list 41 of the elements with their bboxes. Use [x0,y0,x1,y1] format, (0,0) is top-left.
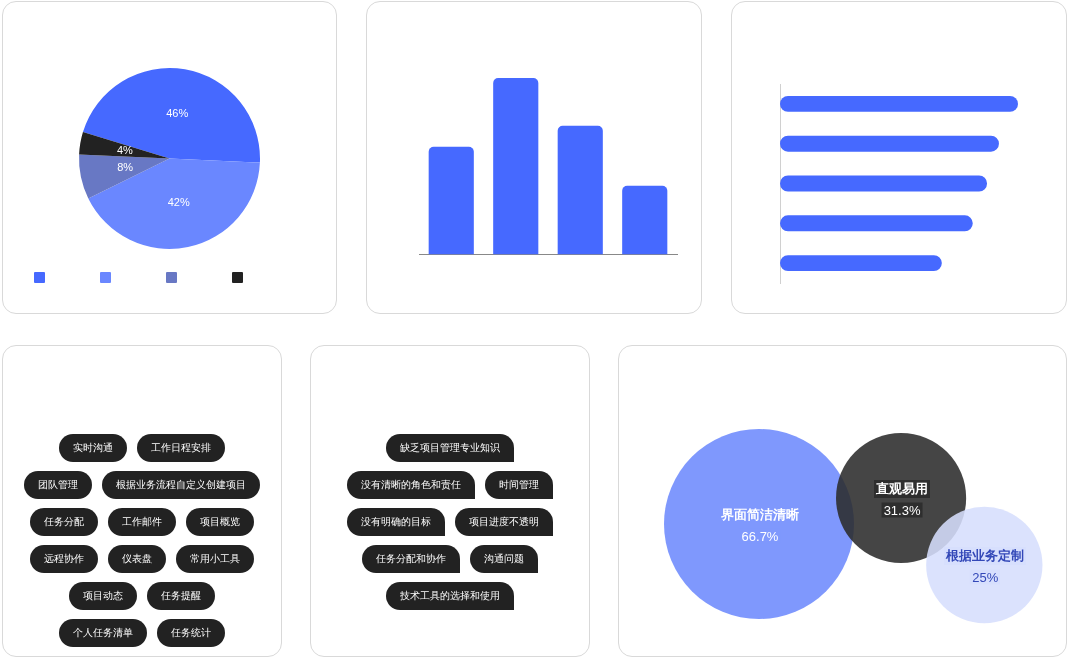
text: 个人任务清单 [59,619,147,647]
bar [780,95,1018,112]
text: 任务分配 [30,508,98,536]
text: 项目概览 [186,508,254,536]
data-label: 8% [117,160,134,173]
bar [428,146,474,255]
text: 沟通问题 [470,545,538,573]
text: 时间管理 [485,471,553,499]
text: 常用小工具 [176,545,254,573]
text: 远程协作 [30,545,98,573]
bar [557,125,603,255]
text: 没有明确的目标 [347,508,445,536]
text: 仪表盘 [108,545,166,573]
text: 没有清晰的角色和责任 [347,471,475,499]
category-label: 直观易用 [874,480,931,498]
text: 实时沟通 [59,434,127,462]
data-label: 46% [166,106,189,119]
text: 项目动态 [69,582,137,610]
data-label: 25% [970,569,1001,585]
text: 工作日程安排 [137,434,225,462]
bar [780,175,988,192]
data-label: 31.3% [881,502,923,518]
data-label: 66.7% [739,528,781,544]
bar [780,215,973,232]
category-label: 根据业务定制 [944,547,1027,565]
text: 项目进度不透明 [455,508,553,536]
bar [493,78,539,255]
bar [780,135,999,152]
text: 技术工具的选择和使用 [386,582,514,610]
data-label: 42% [167,195,190,208]
text: 任务统计 [157,619,225,647]
text: 缺乏项目管理专业知识 [386,434,514,462]
text: 任务分配和协作 [362,545,460,573]
data-label: 4% [116,143,134,156]
text: 团队管理 [24,471,92,499]
text: 根据业务流程自定义创建项目 [102,471,260,499]
bar [622,185,668,255]
text: 工作邮件 [108,508,176,536]
category-label: 界面简洁清晰 [719,506,801,524]
text: 任务提醒 [147,582,215,610]
bar [780,255,942,272]
